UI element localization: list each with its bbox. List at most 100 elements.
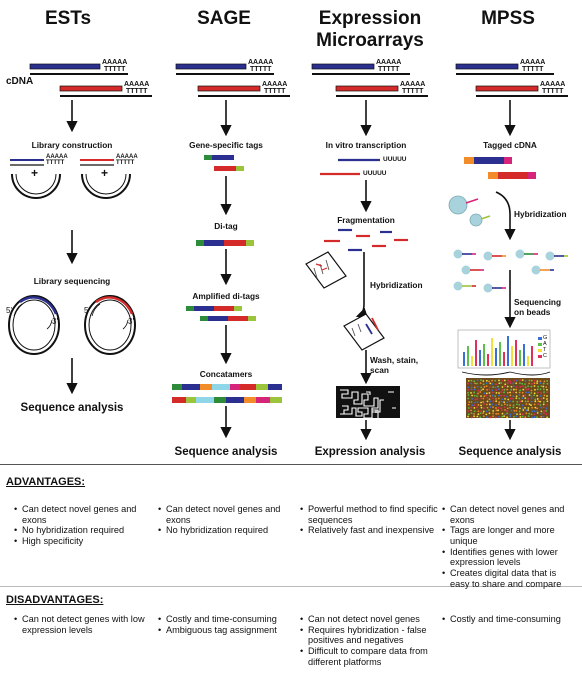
mosaic-dot [500, 400, 503, 403]
mosaic-dot [509, 400, 511, 403]
mosaic-dot [501, 379, 504, 382]
mosaic-dot [509, 391, 512, 394]
mosaic-dot [533, 392, 536, 395]
mosaic-dot [470, 388, 473, 391]
sage-cdna-duplexes [175, 63, 290, 97]
list-item: Difficult to compare data from different… [300, 646, 438, 667]
mosaic-dot [500, 382, 503, 384]
mosaic-dot [536, 412, 539, 414]
list-item: Can detect novel genes and exons [442, 504, 578, 525]
mosaic-dot [537, 400, 540, 403]
mosaic-dot [491, 389, 494, 392]
mosaic-dot [482, 380, 485, 382]
mosaic-dot [518, 394, 521, 396]
mosaic-dot [501, 389, 504, 391]
microarray-polyt-1: TTTTT [378, 66, 400, 73]
mosaic-dot [542, 406, 545, 409]
mosaic-dot [477, 392, 479, 395]
mosaic-dot [546, 380, 549, 382]
mosaic-dot [533, 379, 536, 382]
mosaic-dot [542, 397, 545, 399]
mpss-base-c: C [543, 353, 547, 359]
mosaic-dot [528, 382, 531, 385]
mosaic-dot [470, 416, 473, 419]
mosaic-dot [488, 392, 491, 394]
mosaic-dot [477, 404, 480, 406]
mosaic-dot [527, 388, 530, 390]
mosaic-dot [479, 416, 482, 419]
microarray-polya-1: AAAAA [376, 59, 402, 66]
mosaic-dot [542, 415, 545, 418]
mosaic-dot [485, 382, 488, 385]
mosaic-dot [536, 407, 539, 410]
mosaic-dot [473, 394, 476, 397]
ests-polya-2: AAAAA [124, 81, 150, 88]
mosaic-dot [524, 394, 526, 397]
mosaic-dot [528, 394, 531, 396]
ests-three-prime-1: 3' [52, 317, 58, 326]
mosaic-dot [492, 386, 495, 389]
mosaic-dot [495, 407, 497, 409]
mosaic-dot [527, 415, 530, 418]
mosaic-dot [503, 388, 506, 391]
mosaic-dot [533, 413, 536, 416]
mosaic-dot [515, 409, 518, 412]
mosaic-dot [525, 388, 528, 391]
mosaic-dot [533, 382, 536, 385]
mosaic-dot [498, 415, 500, 418]
mosaic-dot [470, 382, 473, 385]
mosaic-dot [503, 406, 506, 409]
mosaic-dot [504, 397, 506, 400]
mosaic-dot [467, 379, 470, 382]
mpss-arrow-2 [495, 191, 516, 241]
mosaic-dot [495, 404, 497, 407]
mosaic-dot [492, 391, 494, 394]
ests-five-prime-1: 5' [6, 306, 12, 315]
mosaic-dot [473, 391, 476, 394]
microarray-chip-2 [343, 313, 385, 351]
mosaic-dot [494, 379, 497, 382]
mosaic-dot [512, 397, 515, 400]
mpss-polyt-2: TTTTT [542, 88, 564, 95]
microarray-title-line-2: Microarrays [316, 30, 424, 51]
mosaic-dot [522, 409, 525, 411]
mosaic-dot [467, 410, 470, 413]
mosaic-dot [509, 397, 512, 400]
mosaic-dot [516, 413, 518, 415]
mosaic-dot [497, 412, 500, 415]
mpss-bead-mosaic [466, 378, 550, 419]
ests-polyt-1: TTTTT [104, 66, 126, 73]
mosaic-dot [467, 397, 470, 400]
ests-insert-fragments [10, 159, 114, 166]
mosaic-dot [507, 379, 510, 382]
list-item: Requires hybridization - false positives… [300, 625, 438, 646]
mosaic-dot [545, 409, 548, 412]
mosaic-dot [494, 416, 497, 419]
mosaic-dot [497, 388, 500, 391]
sage-disadvantages: Costly and time-consuming Ambiguous tag … [158, 614, 300, 635]
mosaic-dot [477, 389, 480, 392]
mosaic-dot [474, 401, 477, 404]
mosaic-dot [503, 394, 506, 397]
mosaic-dot [470, 401, 473, 403]
microarray-step-wash-stain: Wash, stain, [370, 355, 419, 365]
ests-insert-polyt-1: TTTTT [46, 160, 65, 166]
disadvantages-heading: DISADVANTAGES: [6, 594, 104, 606]
mosaic-dot [515, 397, 518, 400]
microarray-step-in-vitro-transcription: In vitro transcription [325, 140, 407, 150]
mosaic-dot [509, 406, 511, 409]
mosaic-dot [498, 379, 500, 382]
mosaic-dot [473, 415, 476, 418]
mosaic-dot [536, 394, 539, 397]
mosaic-dot [479, 391, 482, 393]
mosaic-dot [515, 388, 518, 391]
mosaic-dot [504, 409, 506, 411]
mosaic-dot [512, 400, 515, 403]
mosaic-dot [486, 406, 489, 409]
sage-final-step: Sequence analysis [174, 446, 278, 458]
mosaic-dot [503, 391, 505, 394]
list-item: Powerful method to find specific sequenc… [300, 504, 438, 525]
mosaic-dot [531, 416, 534, 419]
mosaic-dot [495, 400, 498, 403]
mosaic-dot [492, 406, 494, 408]
